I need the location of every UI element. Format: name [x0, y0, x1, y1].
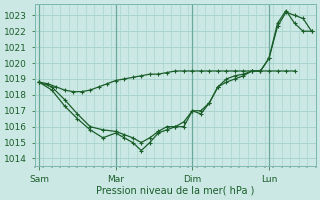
X-axis label: Pression niveau de la mer( hPa ): Pression niveau de la mer( hPa ) — [96, 186, 254, 196]
